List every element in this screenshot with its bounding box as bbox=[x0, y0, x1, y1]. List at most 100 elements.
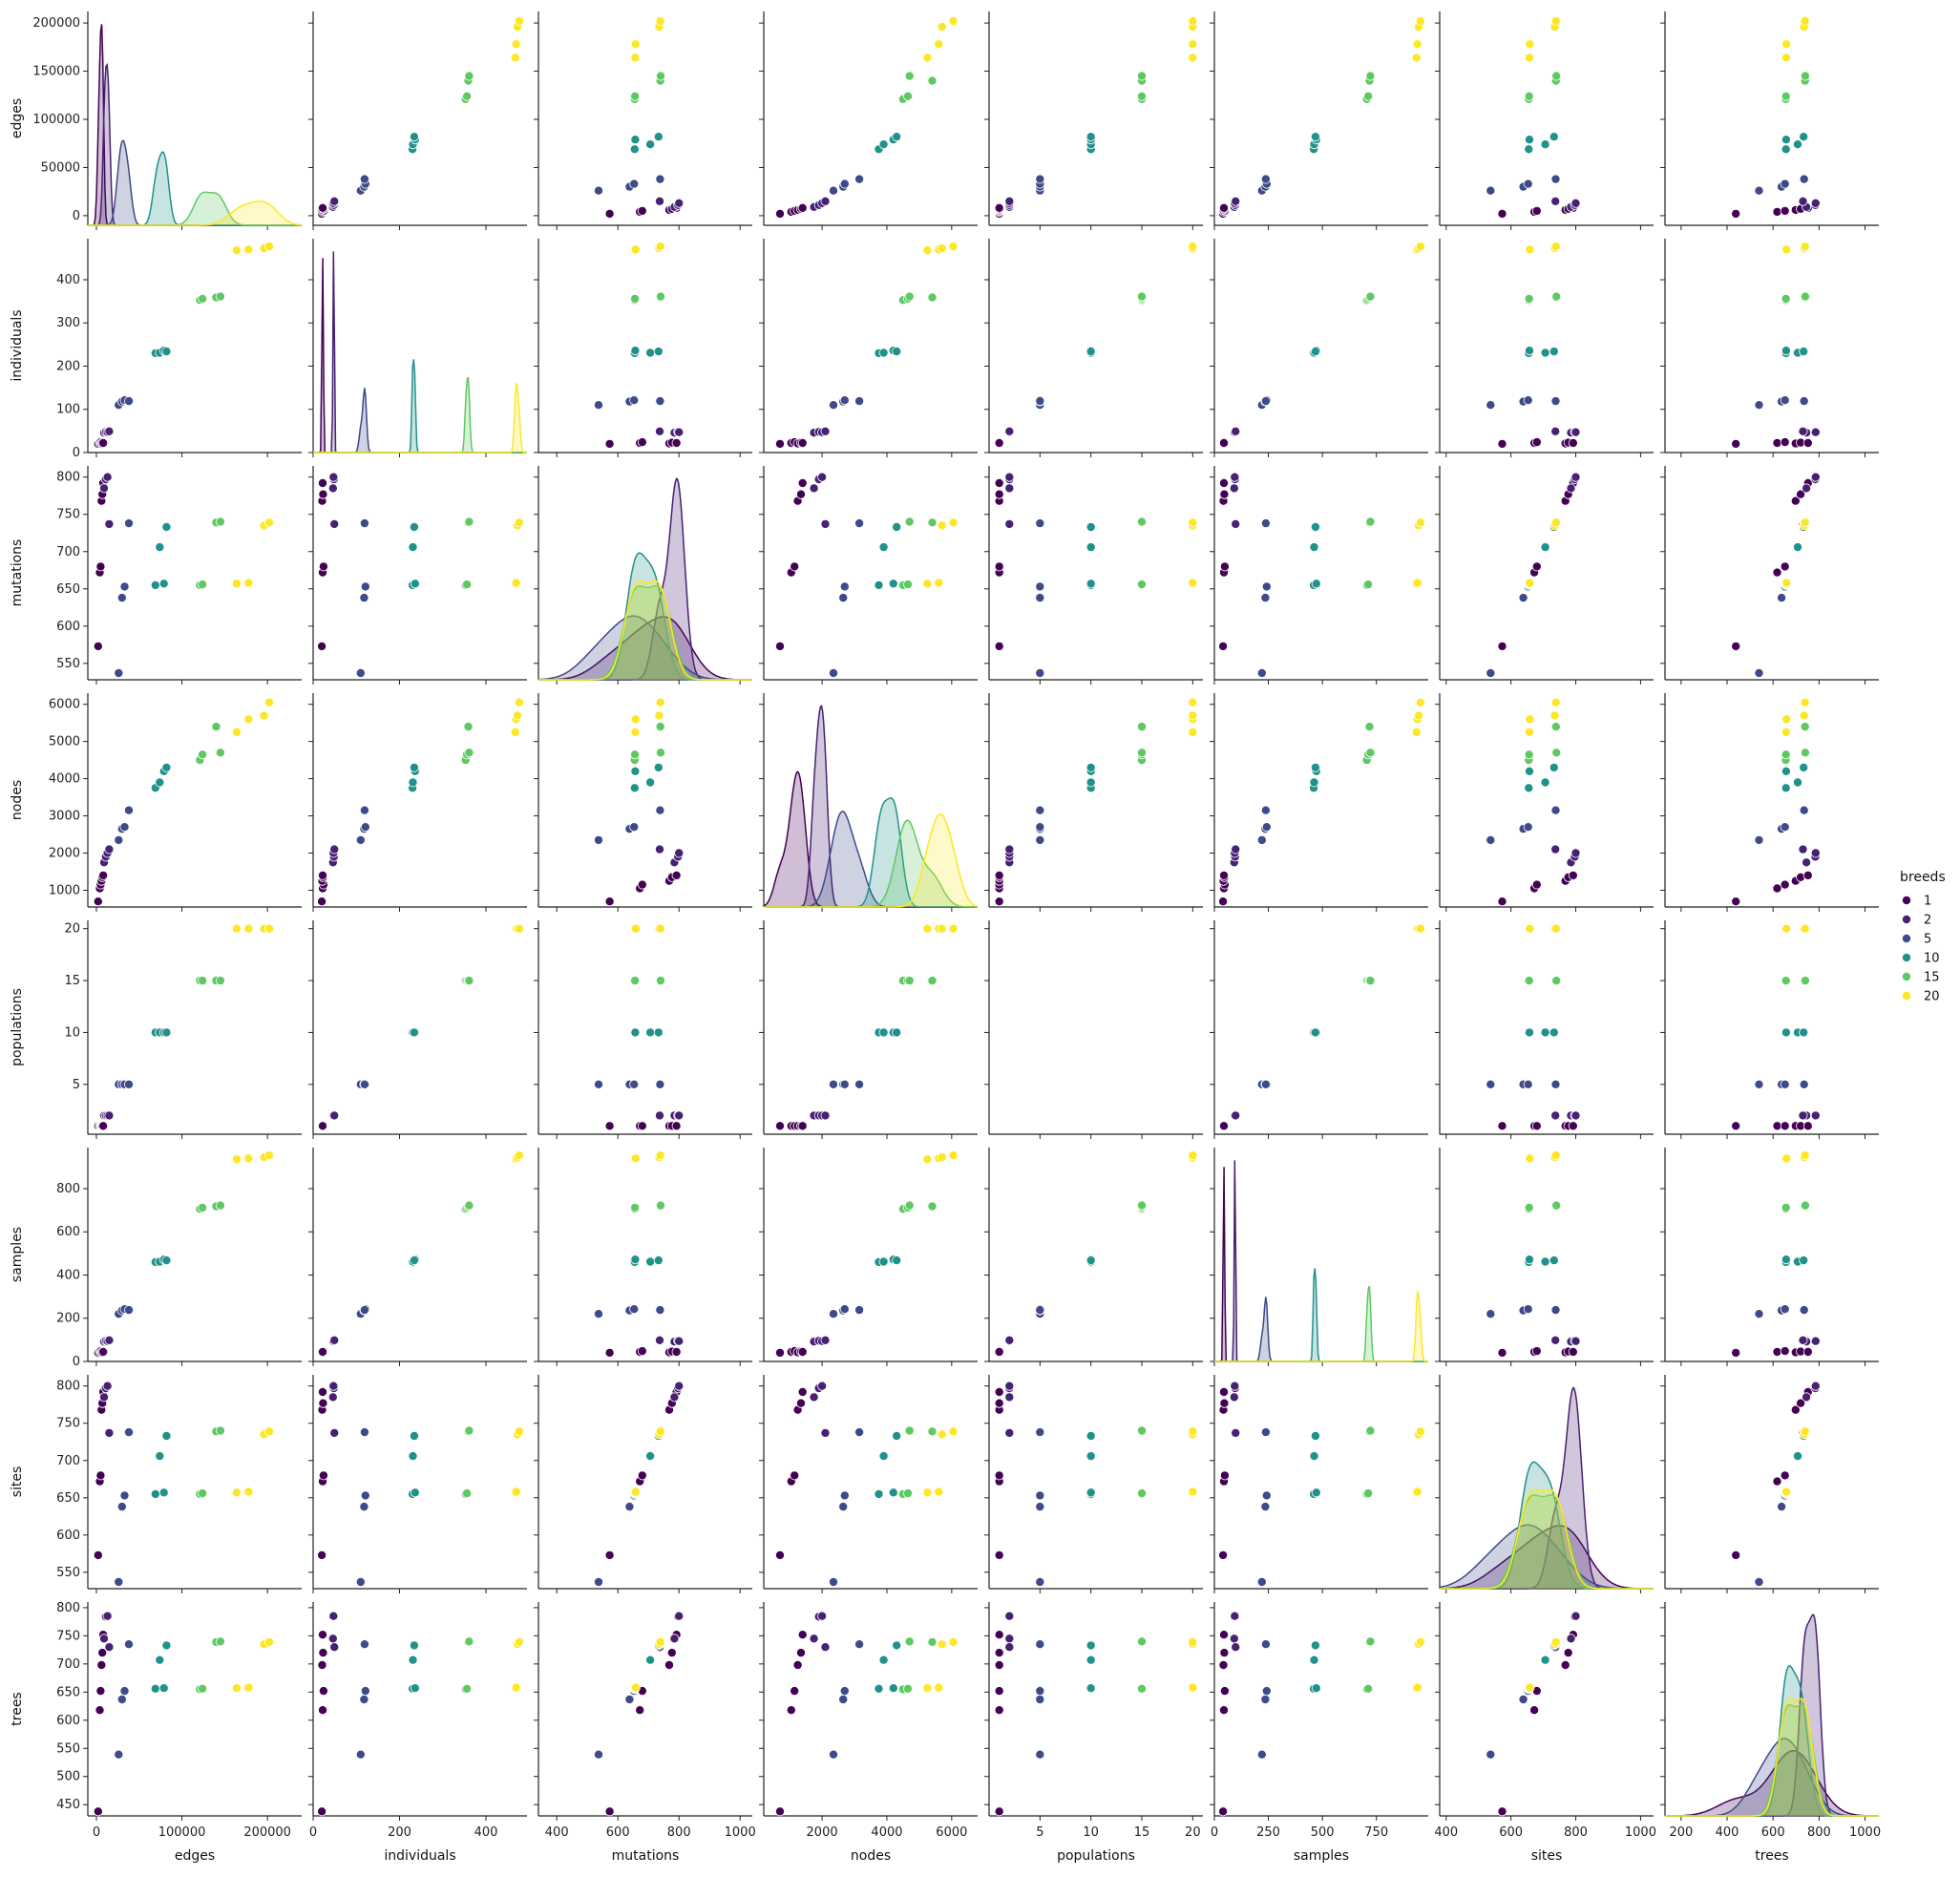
data-point bbox=[215, 291, 225, 302]
legend-marker-breeds-2 bbox=[1902, 915, 1912, 925]
data-point bbox=[1415, 1636, 1425, 1647]
data-point bbox=[1550, 697, 1561, 707]
data-point bbox=[464, 71, 474, 81]
data-point bbox=[1781, 1027, 1791, 1038]
data-point bbox=[1310, 1640, 1320, 1651]
data-point bbox=[1035, 822, 1045, 833]
data-point bbox=[594, 1309, 604, 1319]
data-point bbox=[604, 1550, 615, 1560]
data-point bbox=[102, 472, 113, 482]
data-point bbox=[927, 75, 938, 86]
data-point bbox=[674, 1336, 685, 1346]
data-point bbox=[669, 1392, 680, 1402]
data-point bbox=[655, 923, 665, 934]
data-point bbox=[630, 1255, 641, 1265]
data-point bbox=[1486, 400, 1496, 411]
kde-fill-breeds-5 bbox=[538, 616, 752, 680]
x-axis-label-edges: edges bbox=[175, 1848, 215, 1864]
data-point bbox=[329, 518, 340, 529]
legend-marker-breeds-15 bbox=[1902, 972, 1912, 982]
data-point bbox=[317, 202, 327, 213]
data-point bbox=[630, 1153, 641, 1164]
kde-line-breeds-1 bbox=[313, 258, 527, 453]
data-point bbox=[1551, 71, 1562, 81]
data-point bbox=[1004, 1634, 1015, 1644]
data-point bbox=[1085, 1431, 1096, 1442]
data-point bbox=[408, 1451, 418, 1462]
data-point bbox=[1004, 518, 1015, 529]
panel-individuals-vs-edges: 0 100 200 300 400 bbox=[56, 239, 302, 460]
data-point bbox=[1799, 1079, 1809, 1089]
data-point bbox=[198, 1202, 208, 1213]
data-point bbox=[116, 1695, 127, 1705]
y-tick-label: 650 bbox=[56, 582, 80, 597]
data-point bbox=[409, 522, 419, 533]
data-point bbox=[838, 1502, 849, 1512]
data-point bbox=[994, 1705, 1004, 1716]
data-point bbox=[1799, 1255, 1809, 1266]
data-point bbox=[1524, 783, 1534, 793]
data-point bbox=[1802, 857, 1812, 868]
data-point bbox=[839, 1686, 850, 1697]
data-point bbox=[878, 542, 889, 553]
data-point bbox=[655, 242, 665, 252]
data-point bbox=[1486, 1749, 1496, 1760]
data-point bbox=[317, 1660, 327, 1671]
data-point bbox=[775, 208, 786, 219]
y-tick-label: 600 bbox=[56, 1529, 80, 1543]
data-point bbox=[1415, 16, 1425, 27]
data-point bbox=[1085, 347, 1096, 357]
data-point bbox=[1230, 1381, 1240, 1391]
data-point bbox=[838, 593, 849, 603]
data-point bbox=[1363, 1488, 1374, 1499]
data-point bbox=[99, 1634, 110, 1644]
data-point bbox=[892, 1640, 902, 1651]
panel-sites-vs-individuals bbox=[308, 1375, 527, 1593]
data-point bbox=[1525, 53, 1535, 63]
data-point bbox=[359, 518, 369, 529]
data-point bbox=[359, 593, 369, 603]
y-tick-label: 550 bbox=[56, 1741, 80, 1756]
data-point bbox=[1802, 483, 1812, 494]
data-point bbox=[360, 1686, 370, 1697]
data-point bbox=[1540, 348, 1550, 358]
data-point bbox=[1525, 135, 1535, 145]
kde-fill-breeds-5 bbox=[1665, 1738, 1879, 1816]
y-axis-label-sites: sites bbox=[10, 1466, 25, 1498]
data-point bbox=[1412, 578, 1423, 588]
data-point bbox=[994, 896, 1004, 907]
data-point bbox=[1231, 518, 1241, 529]
data-point bbox=[114, 1577, 124, 1588]
data-point bbox=[655, 1636, 665, 1647]
data-point bbox=[1219, 1630, 1230, 1640]
panel-individuals-vs-nodes bbox=[759, 239, 978, 457]
data-point bbox=[329, 844, 340, 854]
data-point bbox=[630, 1202, 641, 1213]
data-point bbox=[1781, 714, 1792, 725]
data-point bbox=[1363, 1683, 1374, 1694]
kde-line-breeds-15 bbox=[1214, 1285, 1428, 1362]
panel-individuals-vs-populations bbox=[984, 239, 1203, 457]
data-point bbox=[1525, 1153, 1535, 1164]
data-point bbox=[1754, 400, 1764, 411]
data-point bbox=[104, 426, 115, 436]
data-point bbox=[854, 396, 865, 407]
data-point bbox=[775, 641, 786, 651]
data-point bbox=[630, 1027, 641, 1038]
data-point bbox=[630, 135, 641, 145]
data-point bbox=[99, 1392, 110, 1402]
kde-fill-breeds-15 bbox=[1440, 1495, 1654, 1589]
legend-label-breeds-20: 20 bbox=[1924, 990, 1940, 1004]
data-point bbox=[355, 668, 366, 679]
data-point bbox=[1800, 71, 1810, 81]
data-point bbox=[114, 834, 124, 845]
y-tick-label: 50000 bbox=[41, 160, 80, 175]
data-point bbox=[317, 870, 327, 880]
data-point bbox=[198, 293, 208, 304]
data-point bbox=[903, 1683, 914, 1694]
data-point bbox=[1188, 39, 1198, 50]
data-point bbox=[927, 1426, 938, 1437]
data-point bbox=[1570, 198, 1581, 208]
data-point bbox=[594, 185, 604, 196]
data-point bbox=[994, 870, 1004, 880]
